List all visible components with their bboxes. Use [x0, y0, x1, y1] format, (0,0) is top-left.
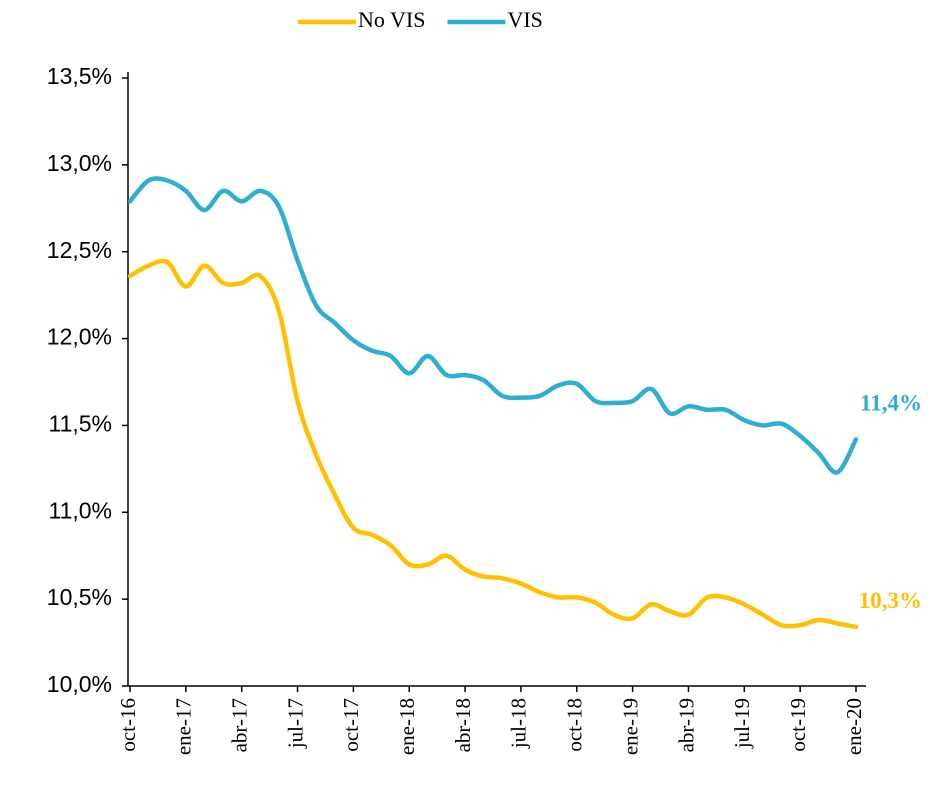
series-line: [127, 258, 859, 630]
x-tick-label: oct-17: [339, 698, 363, 752]
legend-label: VIS: [507, 7, 542, 32]
x-tick-label: abr-18: [451, 698, 475, 752]
y-tick-label: 12,0%: [47, 324, 112, 350]
y-tick-label: 13,0%: [47, 150, 112, 176]
y-tick-label: 11,0%: [48, 497, 112, 523]
x-tick-label: ene-17: [172, 698, 196, 755]
x-tick-label: ene-20: [842, 698, 866, 755]
y-tick-label: 11,5%: [48, 411, 112, 437]
value-label: 11,4%: [860, 391, 922, 416]
x-tick-label: oct-19: [786, 698, 810, 752]
y-tick-label: 12,5%: [47, 237, 112, 263]
legend-label: No VIS: [358, 7, 425, 32]
x-tick-label: jul-17: [283, 698, 307, 749]
x-tick-label: abr-17: [228, 698, 252, 752]
y-tick-label: 13,5%: [47, 63, 112, 89]
y-tick-label: 10,5%: [47, 584, 112, 610]
x-tick-label: ene-18: [395, 698, 419, 755]
series-line: [127, 176, 859, 475]
x-tick-label: oct-16: [116, 698, 140, 752]
x-tick-label: ene-19: [618, 698, 642, 755]
x-tick-label: oct-18: [563, 698, 587, 752]
y-tick-label: 10,0%: [47, 671, 112, 697]
x-tick-label: abr-19: [674, 698, 698, 752]
x-tick-label: jul-18: [507, 698, 531, 749]
value-label: 10,3%: [859, 588, 922, 613]
x-tick-label: jul-19: [730, 698, 754, 749]
